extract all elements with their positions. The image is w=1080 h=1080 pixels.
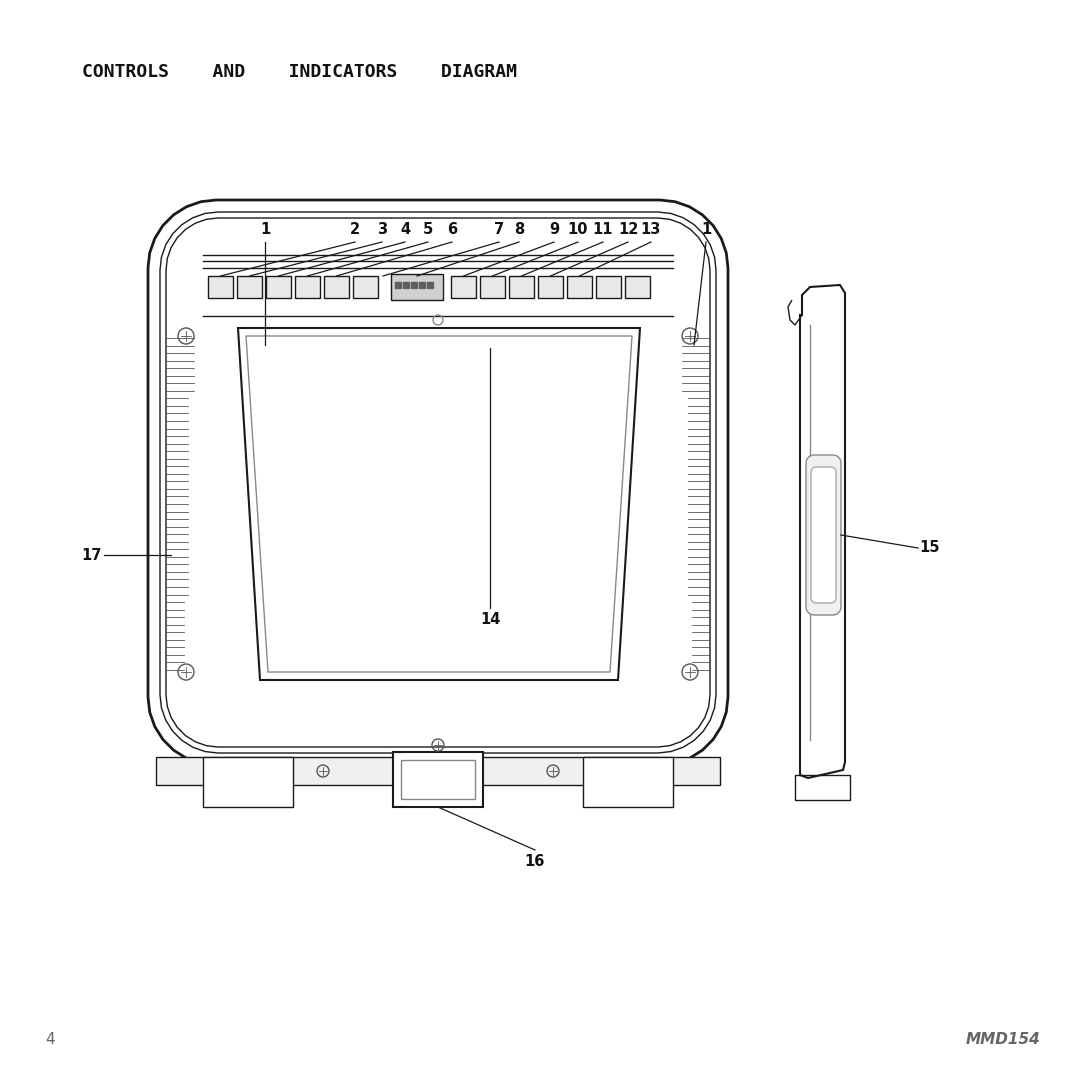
- Bar: [393, 752, 483, 807]
- Bar: [480, 276, 505, 298]
- Bar: [509, 276, 534, 298]
- Bar: [625, 276, 650, 298]
- PathPatch shape: [148, 200, 728, 765]
- Text: 1: 1: [701, 222, 711, 238]
- Bar: [596, 276, 621, 298]
- Bar: [266, 276, 291, 298]
- Bar: [353, 276, 378, 298]
- PathPatch shape: [806, 455, 841, 615]
- Bar: [237, 276, 262, 298]
- Text: 2: 2: [350, 222, 360, 238]
- Text: 17: 17: [82, 548, 102, 563]
- Bar: [324, 276, 349, 298]
- Text: 4: 4: [45, 1032, 55, 1048]
- Text: 14: 14: [480, 612, 500, 627]
- Text: 3: 3: [377, 222, 387, 238]
- Text: 15: 15: [920, 540, 941, 555]
- Text: 7: 7: [494, 222, 504, 238]
- Bar: [401, 760, 475, 799]
- Text: 16: 16: [525, 854, 545, 869]
- Bar: [295, 276, 320, 298]
- Text: 10: 10: [568, 222, 589, 238]
- Text: MMD154: MMD154: [966, 1032, 1040, 1048]
- Bar: [203, 757, 293, 807]
- Text: 4: 4: [400, 222, 410, 238]
- Text: 9: 9: [549, 222, 559, 238]
- Text: CONTROLS    AND    INDICATORS    DIAGRAM: CONTROLS AND INDICATORS DIAGRAM: [82, 63, 517, 81]
- Text: 13: 13: [640, 222, 661, 238]
- Bar: [391, 274, 443, 300]
- Text: 5: 5: [423, 222, 433, 238]
- Bar: [583, 757, 673, 807]
- Bar: [567, 276, 592, 298]
- Bar: [156, 757, 720, 785]
- Bar: [208, 276, 233, 298]
- PathPatch shape: [811, 467, 836, 603]
- Text: 6: 6: [447, 222, 457, 238]
- Bar: [451, 276, 476, 298]
- Text: 8: 8: [514, 222, 524, 238]
- Text: 12: 12: [618, 222, 638, 238]
- Text: 1: 1: [260, 222, 270, 238]
- Bar: [538, 276, 563, 298]
- Text: 11: 11: [593, 222, 613, 238]
